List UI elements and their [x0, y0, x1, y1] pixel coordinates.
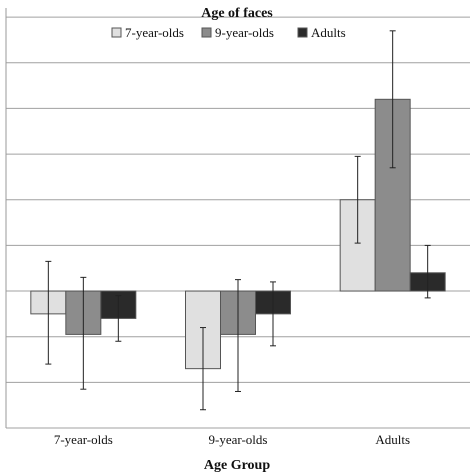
x-tick-label: 7-year-olds	[54, 432, 113, 447]
x-tick-label: 9-year-olds	[209, 432, 268, 447]
x-axis-title: Age Group	[204, 458, 270, 473]
legend-label: 9-year-olds	[215, 25, 274, 40]
x-tick-label: Adults	[375, 432, 410, 447]
legend-label: Adults	[311, 25, 346, 40]
legend-swatch	[111, 27, 122, 38]
legend: 7-year-olds 9-year-olds Adults	[111, 25, 346, 40]
legend-swatch	[201, 27, 212, 38]
x-tick-labels: 7-year-olds 9-year-olds Adults	[54, 432, 410, 447]
error-bars-group	[45, 30, 431, 411]
legend-swatch	[297, 27, 308, 38]
legend-label: 7-year-olds	[125, 25, 184, 40]
legend-title: Age of faces	[201, 6, 273, 21]
